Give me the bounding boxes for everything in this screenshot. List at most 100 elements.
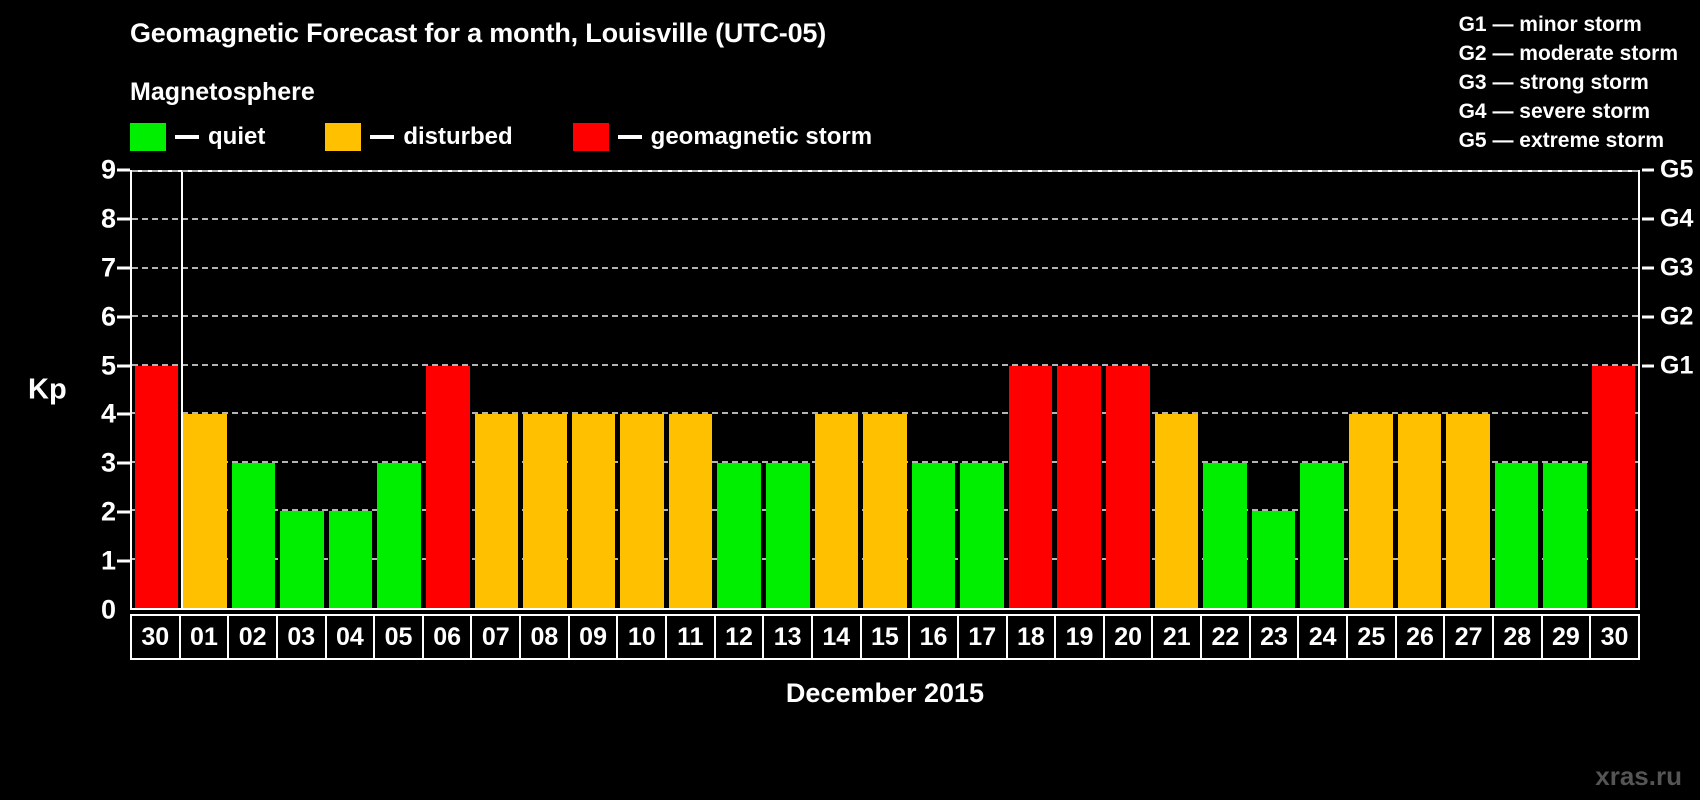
date-axis-cell: 13: [762, 614, 813, 660]
storm-scale-key: G1 — minor storm G2 — moderate storm G3 — …: [1459, 10, 1678, 155]
bar: [1543, 462, 1587, 608]
bar: [717, 462, 762, 608]
storm-scale-row: G3 — strong storm: [1458, 71, 1649, 94]
date-axis-cell: 29: [1540, 614, 1592, 660]
g-axis-tick-label: G4: [1660, 204, 1694, 233]
date-axis-cell: 28: [1491, 614, 1543, 660]
y-axis-tick-label: 7: [100, 252, 116, 283]
y-axis-tick-label: 6: [100, 301, 116, 332]
g-scale-axis: G1 G2 G3 G4 G5: [1642, 156, 1700, 610]
bar-slot: [1201, 172, 1250, 608]
page-title: Geomagnetic Forecast for a month, Louisv…: [130, 18, 827, 48]
y-axis: Kp 0 1 2 3 4 5 6 7 8 9: [0, 155, 130, 625]
watermark: xras.ru: [1595, 761, 1682, 791]
gridline: [132, 315, 1638, 318]
date-axis-cell: 07: [470, 614, 522, 660]
date-axis-cell: 10: [616, 614, 668, 660]
date-axis-cell: 11: [665, 614, 716, 660]
bar: [911, 462, 956, 608]
legend: quiet disturbed geomagnetic storm: [130, 123, 932, 151]
y-axis-tick-label: 0: [100, 594, 116, 625]
bar-slot: [1104, 172, 1153, 608]
date-axis-cell: 15: [859, 614, 911, 660]
bar-slot: [1541, 172, 1590, 608]
date-axis-cell: 09: [567, 614, 619, 660]
bar: [425, 365, 470, 608]
bar: [231, 462, 276, 608]
date-axis-cell: 23: [1248, 614, 1300, 660]
bar: [1057, 365, 1102, 608]
y-axis-tick-mark: [117, 510, 130, 514]
g-axis-tick-label: G1: [1660, 351, 1694, 380]
storm-scale-row: G4 — severe storm: [1458, 100, 1651, 123]
bar: [766, 462, 810, 608]
legend-item-label: geomagnetic storm: [650, 123, 873, 150]
bar-slot: [1589, 172, 1638, 608]
date-axis-cell: 25: [1346, 614, 1397, 660]
forecast-start-separator: [180, 172, 183, 608]
bar-slot: [1249, 172, 1298, 608]
y-axis-tick-mark: [117, 364, 130, 368]
date-axis-cell: 19: [1054, 614, 1105, 660]
date-axis-cell: 06: [421, 614, 473, 660]
date-axis-cell: 16: [908, 614, 959, 660]
legend-item: disturbed: [325, 123, 513, 151]
gridline: [132, 218, 1638, 221]
g-axis-tick-mark: [1642, 266, 1654, 270]
bar: [280, 511, 324, 608]
bar-slot: [812, 172, 861, 608]
legend-item-label: disturbed: [403, 123, 513, 150]
date-axis-cell: 01: [178, 614, 230, 660]
bar-slot: [618, 172, 667, 608]
storm-scale-row: G5 — extreme storm: [1458, 129, 1665, 152]
bar: [814, 414, 859, 608]
y-axis-tick-mark: [117, 217, 130, 221]
bar-slot: [1006, 172, 1055, 608]
date-axis-cell: 17: [956, 614, 1008, 660]
storm-swatch: [572, 123, 609, 151]
date-axis-cell: 02: [227, 614, 278, 660]
quiet-swatch: [130, 123, 166, 151]
bar-slot: [472, 172, 521, 608]
bar-slot: [1492, 172, 1541, 608]
bar: [1591, 365, 1636, 608]
storm-scale-row: G1 — minor storm: [1458, 13, 1642, 36]
g-axis-tick-label: G5: [1660, 155, 1694, 184]
plot-area: [130, 170, 1640, 610]
bar: [1154, 414, 1199, 608]
bar: [1348, 414, 1393, 608]
bar-slot: [1055, 172, 1104, 608]
y-axis-tick-mark: [117, 315, 130, 319]
date-axis-cell: 14: [810, 614, 862, 660]
date-axis-cell: 12: [713, 614, 765, 660]
bar: [620, 414, 664, 608]
bar-slot: [958, 172, 1007, 608]
y-axis-tick-label: 3: [100, 447, 116, 478]
disturbed-swatch: [325, 123, 362, 151]
g-axis-tick-mark: [1642, 168, 1654, 172]
bar-slot: [861, 172, 910, 608]
g-axis-tick-mark: [1642, 364, 1654, 368]
legend-dash-icon: [370, 135, 395, 139]
y-axis-tick-label: 2: [100, 496, 116, 527]
bar: [960, 462, 1004, 608]
bar-slot: [909, 172, 958, 608]
bar-slot: [1346, 172, 1395, 608]
bar: [1397, 414, 1442, 608]
storm-scale-row: G2 — moderate storm: [1458, 42, 1678, 65]
legend-item: geomagnetic storm: [572, 123, 873, 151]
bar-slot: [423, 172, 472, 608]
legend-item: quiet: [130, 123, 265, 151]
date-axis: 30 01 02 03 04 05 06 07 08 09 10 11 12 13 14 15 16 17 18 19…: [130, 614, 1640, 660]
bar: [1008, 365, 1053, 608]
y-axis-tick-label: 4: [100, 398, 116, 429]
y-axis-label: Kp: [28, 373, 67, 406]
bar-slot: [1152, 172, 1201, 608]
date-axis-cell: 27: [1443, 614, 1494, 660]
date-axis-cell: 04: [324, 614, 376, 660]
bar: [377, 462, 421, 608]
bar: [134, 365, 179, 608]
bar-slot: [132, 172, 181, 608]
bar: [571, 414, 616, 608]
